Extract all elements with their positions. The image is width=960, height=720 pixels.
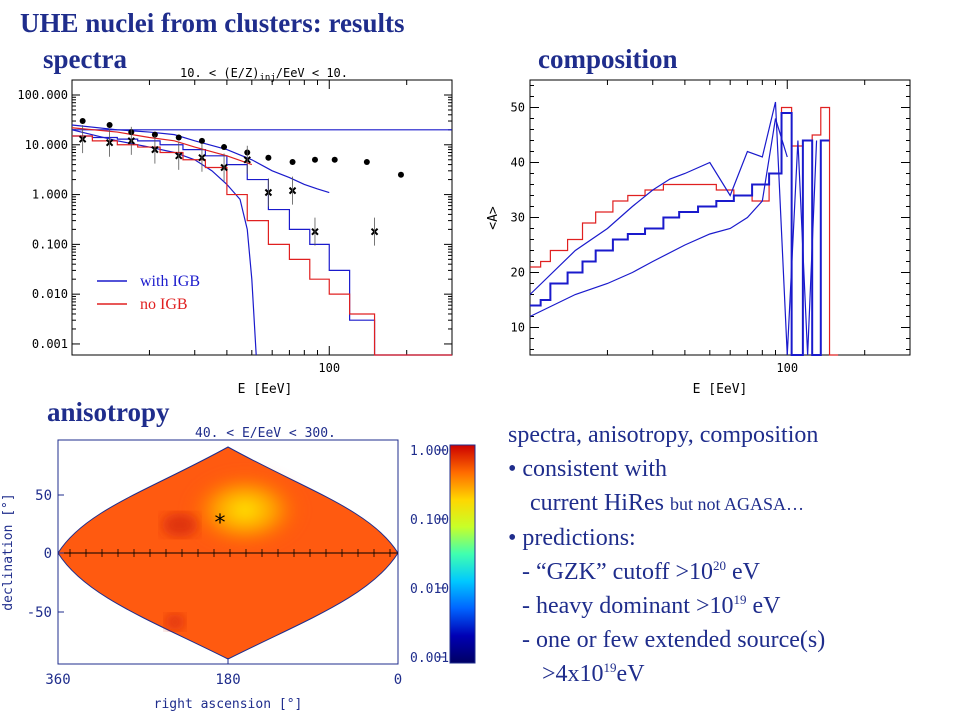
spectra-heading: spectra — [43, 44, 127, 74]
colorbar-tick-label: 0.010 — [410, 582, 449, 597]
composition-x-label: E [EeV] — [693, 382, 748, 397]
map-y-tick-label: 0 — [44, 546, 52, 562]
spectra-chart: 10. < (E/Z)inj/EeV < 10. 100.000 10.000 1.… — [17, 66, 453, 397]
composition-x-tick-label: 100 — [776, 361, 798, 375]
spectra-dot-point — [331, 156, 338, 163]
spectra-series-igb_cutoff — [71, 129, 257, 356]
spectra-x-axis: 100 — [71, 80, 453, 375]
composition-series — [529, 101, 839, 356]
spectra-dot-point — [363, 159, 370, 166]
spectra-dot-point — [106, 121, 113, 128]
spectra-y-tick-label: 0.001 — [32, 337, 68, 351]
prediction-source-energy: >4x1019eV — [508, 657, 948, 691]
map-y-tick-label: 50 — [35, 488, 52, 504]
spectra-series-igb_mid — [72, 135, 452, 356]
spectra-series-noigb_main — [72, 135, 452, 356]
heavy-exponent: 19 — [733, 592, 747, 607]
slide-title: UHE nuclei from clusters: results — [20, 8, 405, 38]
source-energy-exponent: 19 — [603, 660, 617, 675]
colorbar-tick-label: 0.100 — [410, 513, 449, 528]
colorbar — [449, 444, 476, 664]
spectra-y-tick-label: 0.100 — [32, 237, 68, 251]
anisotropy-map: 40. < E/EeV < 300. * 50 0 -50 360 180 0 decl… — [1, 426, 476, 712]
source-energy-text: >4x10 — [542, 661, 604, 687]
spectra-data-points — [78, 118, 404, 246]
composition-y-tick-label: 50 — [511, 101, 525, 115]
map-y-axis: 50 0 -50 — [27, 488, 64, 621]
composition-x-axis: 100 — [529, 80, 911, 375]
spectra-dot-point — [311, 156, 318, 163]
agasa-note: but not AGASA… — [669, 494, 804, 514]
colorbar-tick-label: 1.000 — [410, 444, 449, 459]
gzk-unit: eV — [726, 559, 761, 585]
spectra-dot-point — [151, 131, 158, 138]
composition-y-axis: 10 20 30 40 50 — [511, 85, 910, 350]
spectra-series — [71, 124, 452, 356]
spectra-x-label: E [EeV] — [238, 382, 293, 397]
map-x-axis: 360 180 0 — [45, 658, 402, 688]
spectra-dot-point — [175, 134, 182, 141]
equator-ticks — [69, 549, 391, 557]
summary-text: spectra, anisotropy, composition • consi… — [508, 418, 948, 691]
hotspot-marker: * — [213, 511, 226, 536]
composition-y-tick-label: 10 — [511, 321, 525, 335]
spectra-dot-point — [397, 171, 404, 178]
composition-chart: 10 20 30 40 50 100 <A> E [EeV] — [486, 79, 911, 397]
bullet-hires: current HiRes but not AGASA… — [508, 486, 948, 521]
map-x-tick-label: 360 — [45, 672, 70, 688]
composition-series-blue_step — [530, 112, 830, 356]
map-y-tick-label: -50 — [27, 605, 52, 621]
anisotropy-map-title: 40. < E/EeV < 300. — [195, 426, 336, 441]
prediction-gzk: - “GZK” cutoff >1020 eV — [508, 555, 948, 589]
spectra-plot-frame — [71, 79, 453, 356]
composition-y-tick-label: 30 — [511, 211, 525, 225]
spectra-y-axis: 100.000 10.000 1.000 0.100 0.010 0.001 — [17, 88, 452, 351]
spectra-dot-point — [198, 137, 205, 144]
spectra-dot-point — [289, 159, 296, 166]
spectra-y-tick-label: 10.000 — [25, 138, 68, 152]
spectra-series-noigb_upper — [71, 127, 253, 166]
spectra-legend: with IGB no IGB — [97, 273, 200, 313]
composition-series-blue_upper — [529, 101, 818, 356]
source-energy-unit: eV — [616, 661, 645, 687]
map-x-tick-label: 0 — [394, 672, 402, 688]
colorbar-tick-label: 0.001 — [410, 651, 449, 666]
anisotropy-heading: anisotropy — [47, 397, 170, 427]
prediction-heavy: - heavy dominant >1019 eV — [508, 589, 948, 623]
prediction-source: - one or few extended source(s) — [522, 627, 826, 653]
heavy-text: - heavy dominant >10 — [522, 593, 734, 619]
colorbar-ticks: 1.000 0.100 0.010 0.001 — [410, 444, 449, 666]
spectra-y-tick-label: 100.000 — [17, 88, 68, 102]
heavy-unit: eV — [746, 593, 781, 619]
spectra-x-tick-label: 100 — [318, 361, 340, 375]
bullet-consistent: • consistent with — [508, 456, 668, 482]
gzk-text: - “GZK” cutoff >10 — [522, 559, 714, 585]
spectra-dot-point — [221, 144, 228, 151]
map-y-label: declination [°] — [1, 493, 16, 610]
dark-region-2 — [165, 614, 185, 630]
composition-y-label: <A> — [486, 206, 501, 230]
hires-text: current HiRes — [530, 490, 664, 516]
hotspot-region — [185, 470, 305, 550]
spectra-series-igb_upper — [71, 124, 330, 194]
spectra-chart-title: 10. < (E/Z)inj/EeV < 10. — [180, 66, 348, 83]
spectra-y-tick-label: 1.000 — [32, 188, 68, 202]
spectra-dot-point — [79, 118, 86, 125]
dark-region — [162, 513, 198, 537]
composition-series-blue_lower — [529, 118, 788, 318]
summary-heading: spectra, anisotropy, composition — [508, 422, 819, 448]
map-x-tick-label: 180 — [215, 672, 240, 688]
composition-plot-frame — [529, 79, 911, 356]
legend-label-noigb: no IGB — [140, 296, 188, 313]
map-x-label: right ascension [°] — [154, 697, 303, 712]
spectra-y-tick-label: 0.010 — [32, 287, 68, 301]
spectra-dot-point — [265, 154, 272, 161]
composition-y-tick-label: 40 — [511, 156, 525, 170]
composition-heading: composition — [538, 44, 678, 74]
legend-label-igb: with IGB — [140, 273, 200, 290]
gzk-exponent: 20 — [713, 558, 727, 573]
composition-y-tick-label: 20 — [511, 266, 525, 280]
bullet-predictions: • predictions: — [508, 525, 636, 551]
